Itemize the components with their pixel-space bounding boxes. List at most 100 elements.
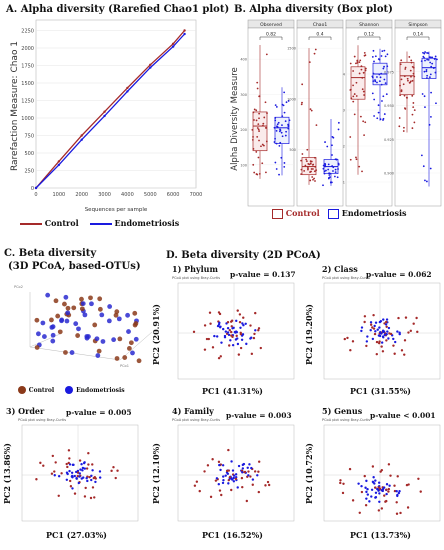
box-jitter-point	[382, 95, 385, 98]
box-jitter-point	[315, 124, 318, 127]
d-point	[73, 492, 77, 495]
box-ytick: 100	[240, 163, 247, 167]
box-jitter-point	[356, 59, 359, 62]
d-point	[80, 477, 83, 480]
d-point	[203, 348, 207, 351]
box-jitter-point	[381, 50, 384, 53]
box-jitter-point	[253, 108, 256, 111]
d-point	[66, 465, 69, 469]
box-jitter-point	[333, 175, 336, 178]
c-point	[82, 312, 88, 318]
box-jitter-point	[273, 126, 276, 129]
d-point	[387, 463, 391, 466]
box-jitter-point	[372, 80, 375, 83]
box-jitter-point	[315, 169, 318, 172]
d-point	[372, 313, 375, 317]
box-jitter-point	[251, 138, 254, 141]
box-jitter-point	[364, 67, 367, 70]
box-jitter-point	[376, 117, 379, 120]
box-jitter-point	[282, 104, 285, 107]
c-point	[59, 318, 64, 324]
box-jitter-point	[265, 53, 268, 56]
d-point	[372, 476, 375, 479]
c-point	[125, 312, 130, 318]
box-jitter-point	[258, 117, 260, 120]
d-point	[419, 490, 422, 493]
box-jitter-point	[358, 61, 361, 64]
box-jitter-point	[301, 101, 303, 104]
legend-endo: Endometriosis	[114, 218, 180, 228]
box-jitter-point	[373, 98, 376, 101]
d-point	[251, 478, 255, 481]
box-control	[350, 66, 366, 100]
d-point	[382, 330, 385, 334]
box-jitter-point	[327, 163, 330, 166]
d-point	[385, 318, 389, 321]
d-point	[379, 470, 382, 473]
box-jitter-point	[429, 73, 432, 76]
panel-a-point	[80, 134, 83, 137]
d-point	[232, 474, 236, 477]
box-jitter-point	[252, 147, 255, 150]
box-jitter-point	[420, 154, 423, 157]
box-pvalue: 0.12	[364, 32, 374, 38]
box-jitter-point	[430, 91, 432, 94]
d-point	[374, 330, 377, 333]
d-point	[245, 499, 249, 503]
d-point	[114, 476, 117, 480]
d-point	[70, 471, 74, 474]
d-point	[396, 330, 399, 333]
svg-text:PCo1: PCo1	[120, 364, 129, 368]
box-jitter-point	[403, 75, 406, 78]
box-jitter-point	[264, 101, 267, 104]
c-point	[34, 317, 40, 323]
box-endo	[274, 116, 290, 145]
d-point	[215, 477, 219, 480]
box-jitter-point	[431, 62, 434, 65]
d-point	[363, 315, 367, 318]
box-jitter-point	[355, 95, 358, 97]
box-jitter-point	[337, 121, 340, 124]
box-jitter-point	[379, 118, 382, 121]
c-point	[86, 334, 91, 339]
box-jitter-point	[334, 171, 337, 173]
d-point	[380, 332, 383, 335]
d-point	[365, 490, 368, 494]
d-point	[57, 475, 61, 478]
box-jitter-point	[352, 70, 355, 72]
box-jitter-point	[372, 72, 375, 75]
box-ytick: 1000	[287, 97, 296, 101]
box-jitter-point	[303, 170, 306, 172]
c-point	[80, 301, 86, 306]
box-jitter-point	[410, 59, 413, 62]
box-jitter-point	[281, 115, 284, 118]
c-point	[114, 356, 120, 361]
c-point	[79, 296, 84, 302]
box-jitter-point	[429, 167, 432, 170]
box-jitter-point	[309, 179, 312, 182]
d-point	[387, 337, 390, 340]
d-point	[224, 474, 227, 477]
box-jitter-point	[353, 55, 356, 58]
box-jitter-point	[404, 66, 407, 69]
d-point	[399, 511, 402, 515]
box-jitter-point	[336, 176, 339, 179]
box-jitter-point	[331, 165, 334, 167]
box-jitter-point	[407, 79, 409, 82]
box-jitter-point	[360, 65, 363, 67]
legend-c-endo: Endometriosis	[76, 387, 125, 394]
box-jitter-point	[331, 135, 334, 138]
d-point	[220, 341, 223, 344]
d-point	[378, 334, 382, 338]
d-point	[219, 325, 222, 328]
box-jitter-point	[301, 83, 304, 86]
d-point	[363, 474, 366, 478]
d-point	[94, 477, 97, 480]
box-pvalue: 0.4	[316, 32, 323, 38]
box-jitter-point	[261, 162, 264, 165]
d3-pvalue: p-value = 0.005	[66, 408, 132, 417]
box-jitter-point	[332, 170, 334, 172]
d-point	[371, 337, 375, 341]
d-point	[87, 463, 90, 466]
d-point	[232, 476, 235, 480]
